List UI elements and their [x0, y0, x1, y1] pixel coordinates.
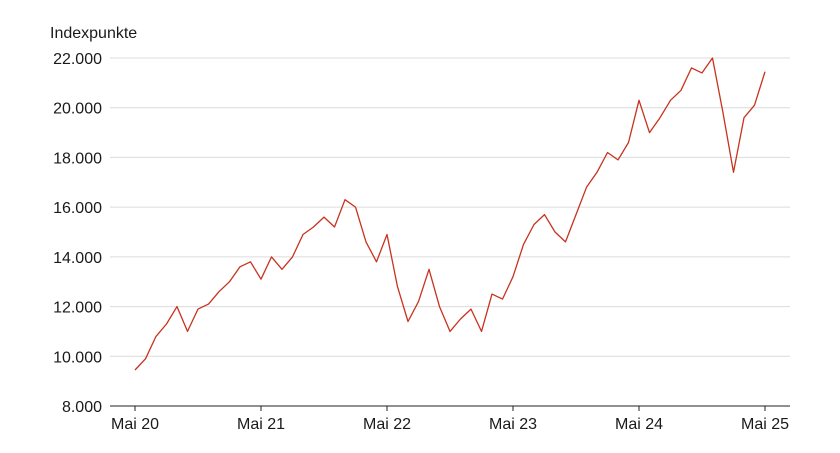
x-tick-label: Mai 25: [741, 416, 789, 433]
series-line: [134, 57, 766, 371]
y-tick-label: 8.000: [62, 399, 102, 416]
x-tick-label: Mai 22: [363, 416, 411, 433]
x-tick-label: Mai 20: [111, 416, 159, 433]
y-axis-label: Indexpunkte: [50, 25, 137, 42]
y-tick-label: 22.000: [53, 51, 102, 68]
x-tick-label: Mai 24: [615, 416, 663, 433]
y-tick-label: 12.000: [53, 300, 102, 317]
y-tick-label: 18.000: [53, 150, 102, 167]
y-tick-label: 10.000: [53, 349, 102, 366]
x-tick-label: Mai 21: [237, 416, 285, 433]
y-tick-label: 20.000: [53, 101, 102, 118]
x-tick-label: Mai 23: [489, 416, 537, 433]
y-tick-label: 16.000: [53, 200, 102, 217]
y-tick-label: 14.000: [53, 250, 102, 267]
